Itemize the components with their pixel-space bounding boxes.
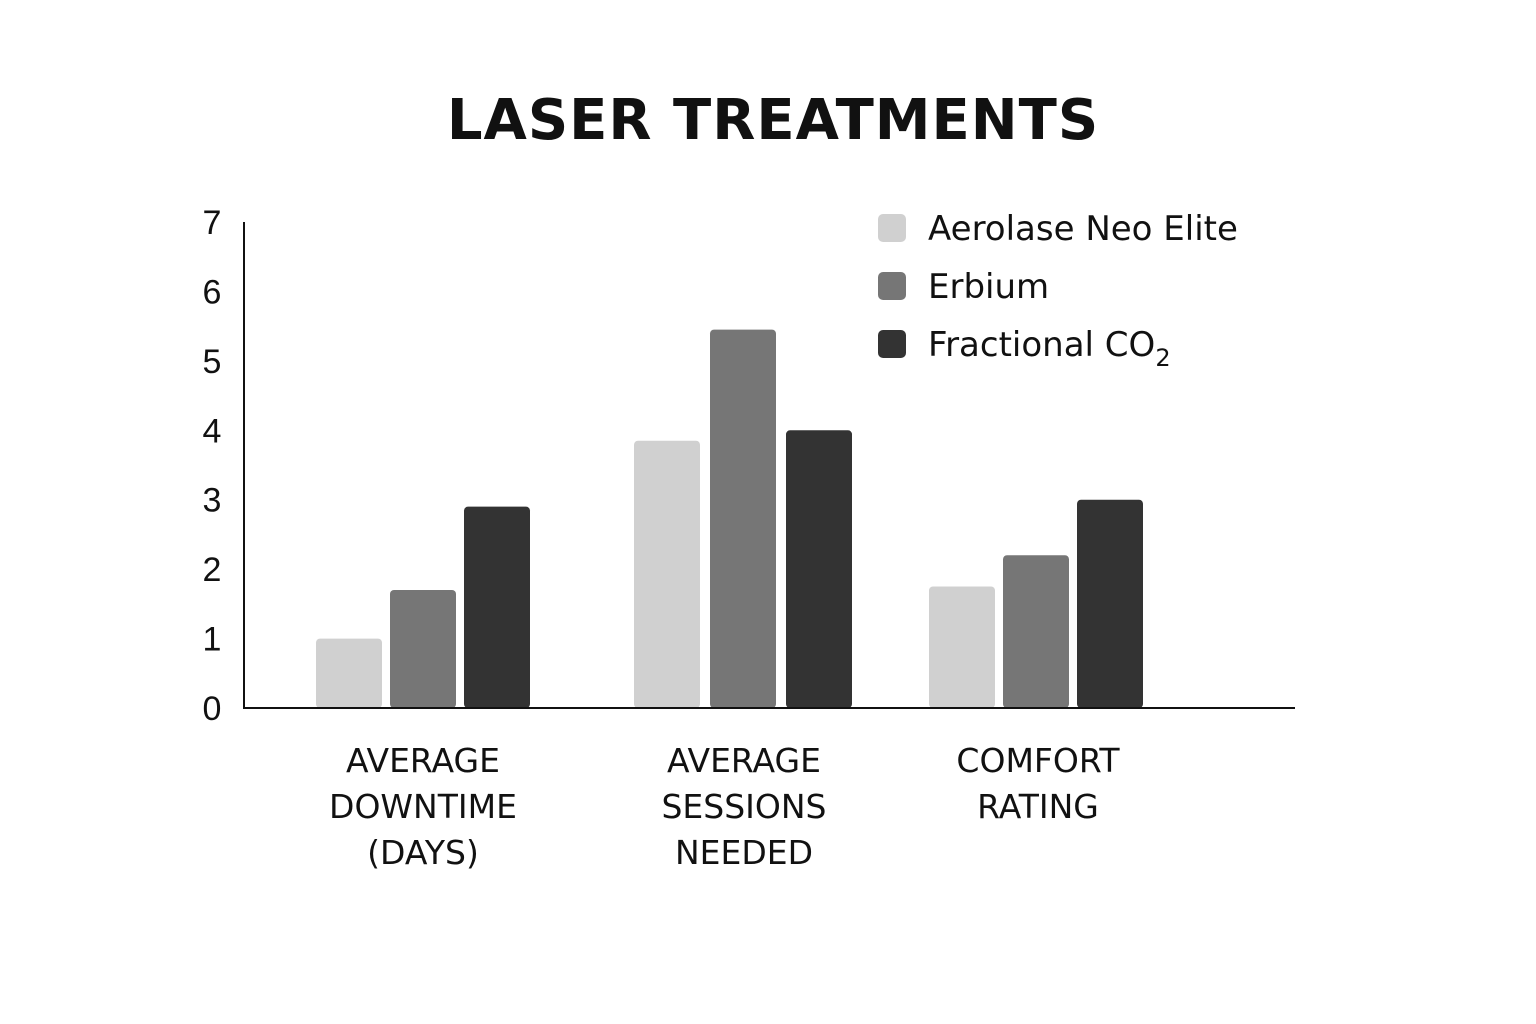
y-tick-label: 1	[203, 621, 222, 659]
y-tick-label: 0	[203, 690, 222, 728]
y-tick-label: 4	[203, 412, 222, 450]
category-label: AVERAGE SESSIONS NEEDED	[661, 741, 826, 872]
bar-erbium-3	[1003, 555, 1069, 708]
bar-fractional-co-2	[786, 430, 852, 708]
legend-label-text: Erbium	[928, 267, 1049, 307]
legend-swatch	[878, 330, 906, 358]
legend-swatch	[878, 214, 906, 242]
category-label-line: SESSIONS	[661, 787, 826, 826]
bar-aerolase-neo-elite-2	[634, 440, 700, 708]
category-label-line: AVERAGE	[346, 741, 500, 780]
y-axis-tick-labels: 0 1 2 3 4 5 6 7	[203, 204, 222, 728]
legend-label: Aerolase Neo Elite	[928, 209, 1238, 249]
legend-label: Erbium	[928, 267, 1049, 307]
category-label: COMFORT RATING	[956, 741, 1120, 826]
category-label-line: NEEDED	[675, 833, 813, 872]
bar-aerolase-neo-elite-3	[929, 586, 995, 708]
category-label-line: AVERAGE	[667, 741, 821, 780]
y-tick-label: 5	[203, 343, 222, 381]
category-label-line: COMFORT	[956, 741, 1120, 780]
category-label-line: DOWNTIME	[329, 787, 517, 826]
bars-group	[316, 329, 1143, 708]
bar-aerolase-neo-elite-1	[316, 638, 382, 708]
category-label-line: RATING	[977, 787, 1099, 826]
legend-swatch	[878, 272, 906, 300]
y-tick-label: 2	[203, 551, 222, 589]
legend: Aerolase Neo Elite Erbium Fractional CO2	[878, 209, 1238, 372]
bar-fractional-co-1	[464, 506, 530, 708]
y-tick-label: 7	[203, 204, 222, 242]
y-tick-label: 6	[203, 273, 222, 311]
chart-title: LASER TREATMENTS	[446, 88, 1100, 153]
bar-fractional-co-3	[1077, 499, 1143, 708]
legend-label-text: Aerolase Neo Elite	[928, 209, 1238, 249]
legend-label-subscript: 2	[1155, 344, 1170, 372]
category-labels: AVERAGE DOWNTIME (DAYS) AVERAGE SESSIONS NEED…	[329, 741, 1120, 872]
y-tick-label: 3	[203, 482, 222, 520]
legend-label: Fractional CO2	[928, 325, 1171, 372]
bar-erbium-2	[710, 329, 776, 708]
category-label-line: (DAYS)	[367, 833, 479, 872]
category-label: AVERAGE DOWNTIME (DAYS)	[329, 741, 517, 872]
legend-label-text: Fractional CO	[928, 325, 1155, 365]
bar-erbium-1	[390, 589, 456, 708]
